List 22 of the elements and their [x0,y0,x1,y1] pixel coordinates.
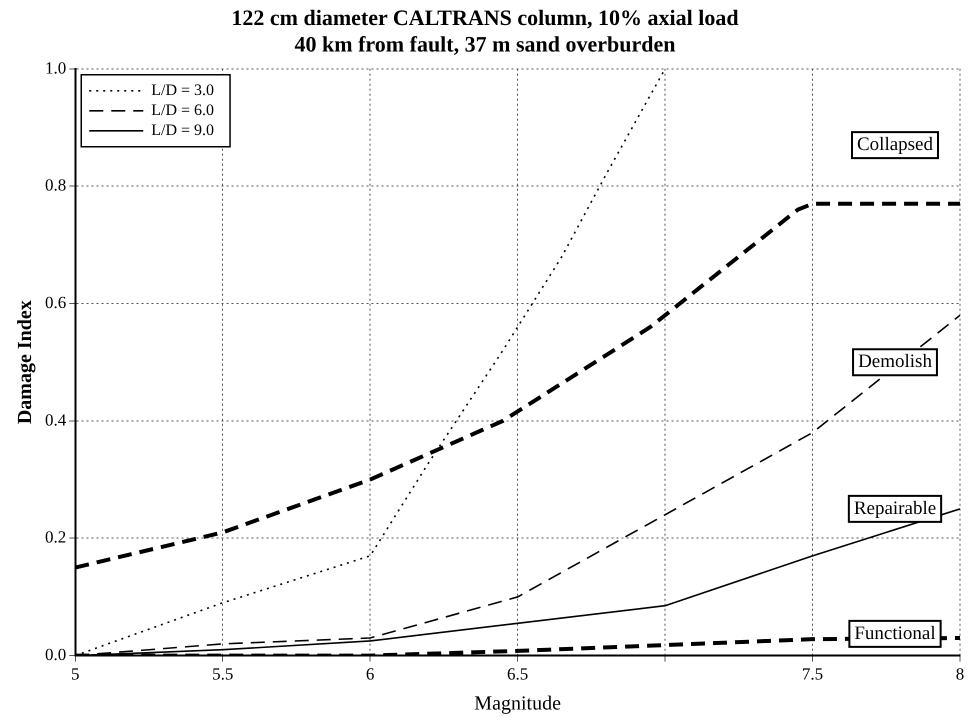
legend-label: L/D = 3.0 [151,82,214,100]
y-tick-label: 0.6 [45,292,66,312]
annotation: Repairable [854,498,936,519]
annotation: Collapsed [857,134,934,156]
legend-label: L/D = 9.0 [151,122,214,140]
chart-title: 122 cm diameter CALTRANS column, 10% axial load 40 km from fault, 37 m sand overburden [231,4,739,56]
legend-label: L/D = 6.0 [151,102,214,120]
x-tick-label: 6 [366,664,374,684]
y-tick-label: 1.0 [45,58,66,78]
x-tick-label: 7.5 [802,664,824,684]
x-tick-label: 8 [956,664,964,684]
y-axis-title: Damage Index [14,300,36,424]
x-tick-label: 6.5 [507,664,528,684]
y-tick-label: 0.0 [45,645,66,664]
y-tick-label: 0.8 [45,176,66,195]
annotation: Demolish [858,351,932,372]
x-tick-label: 5.5 [212,664,234,684]
annotation: Functional [854,622,936,644]
x-axis-title: Magnitude [474,692,562,714]
x-tick-label: 5 [71,664,80,684]
y-tick-label: 0.2 [45,528,66,547]
y-tick-label: 0.4 [45,410,67,430]
